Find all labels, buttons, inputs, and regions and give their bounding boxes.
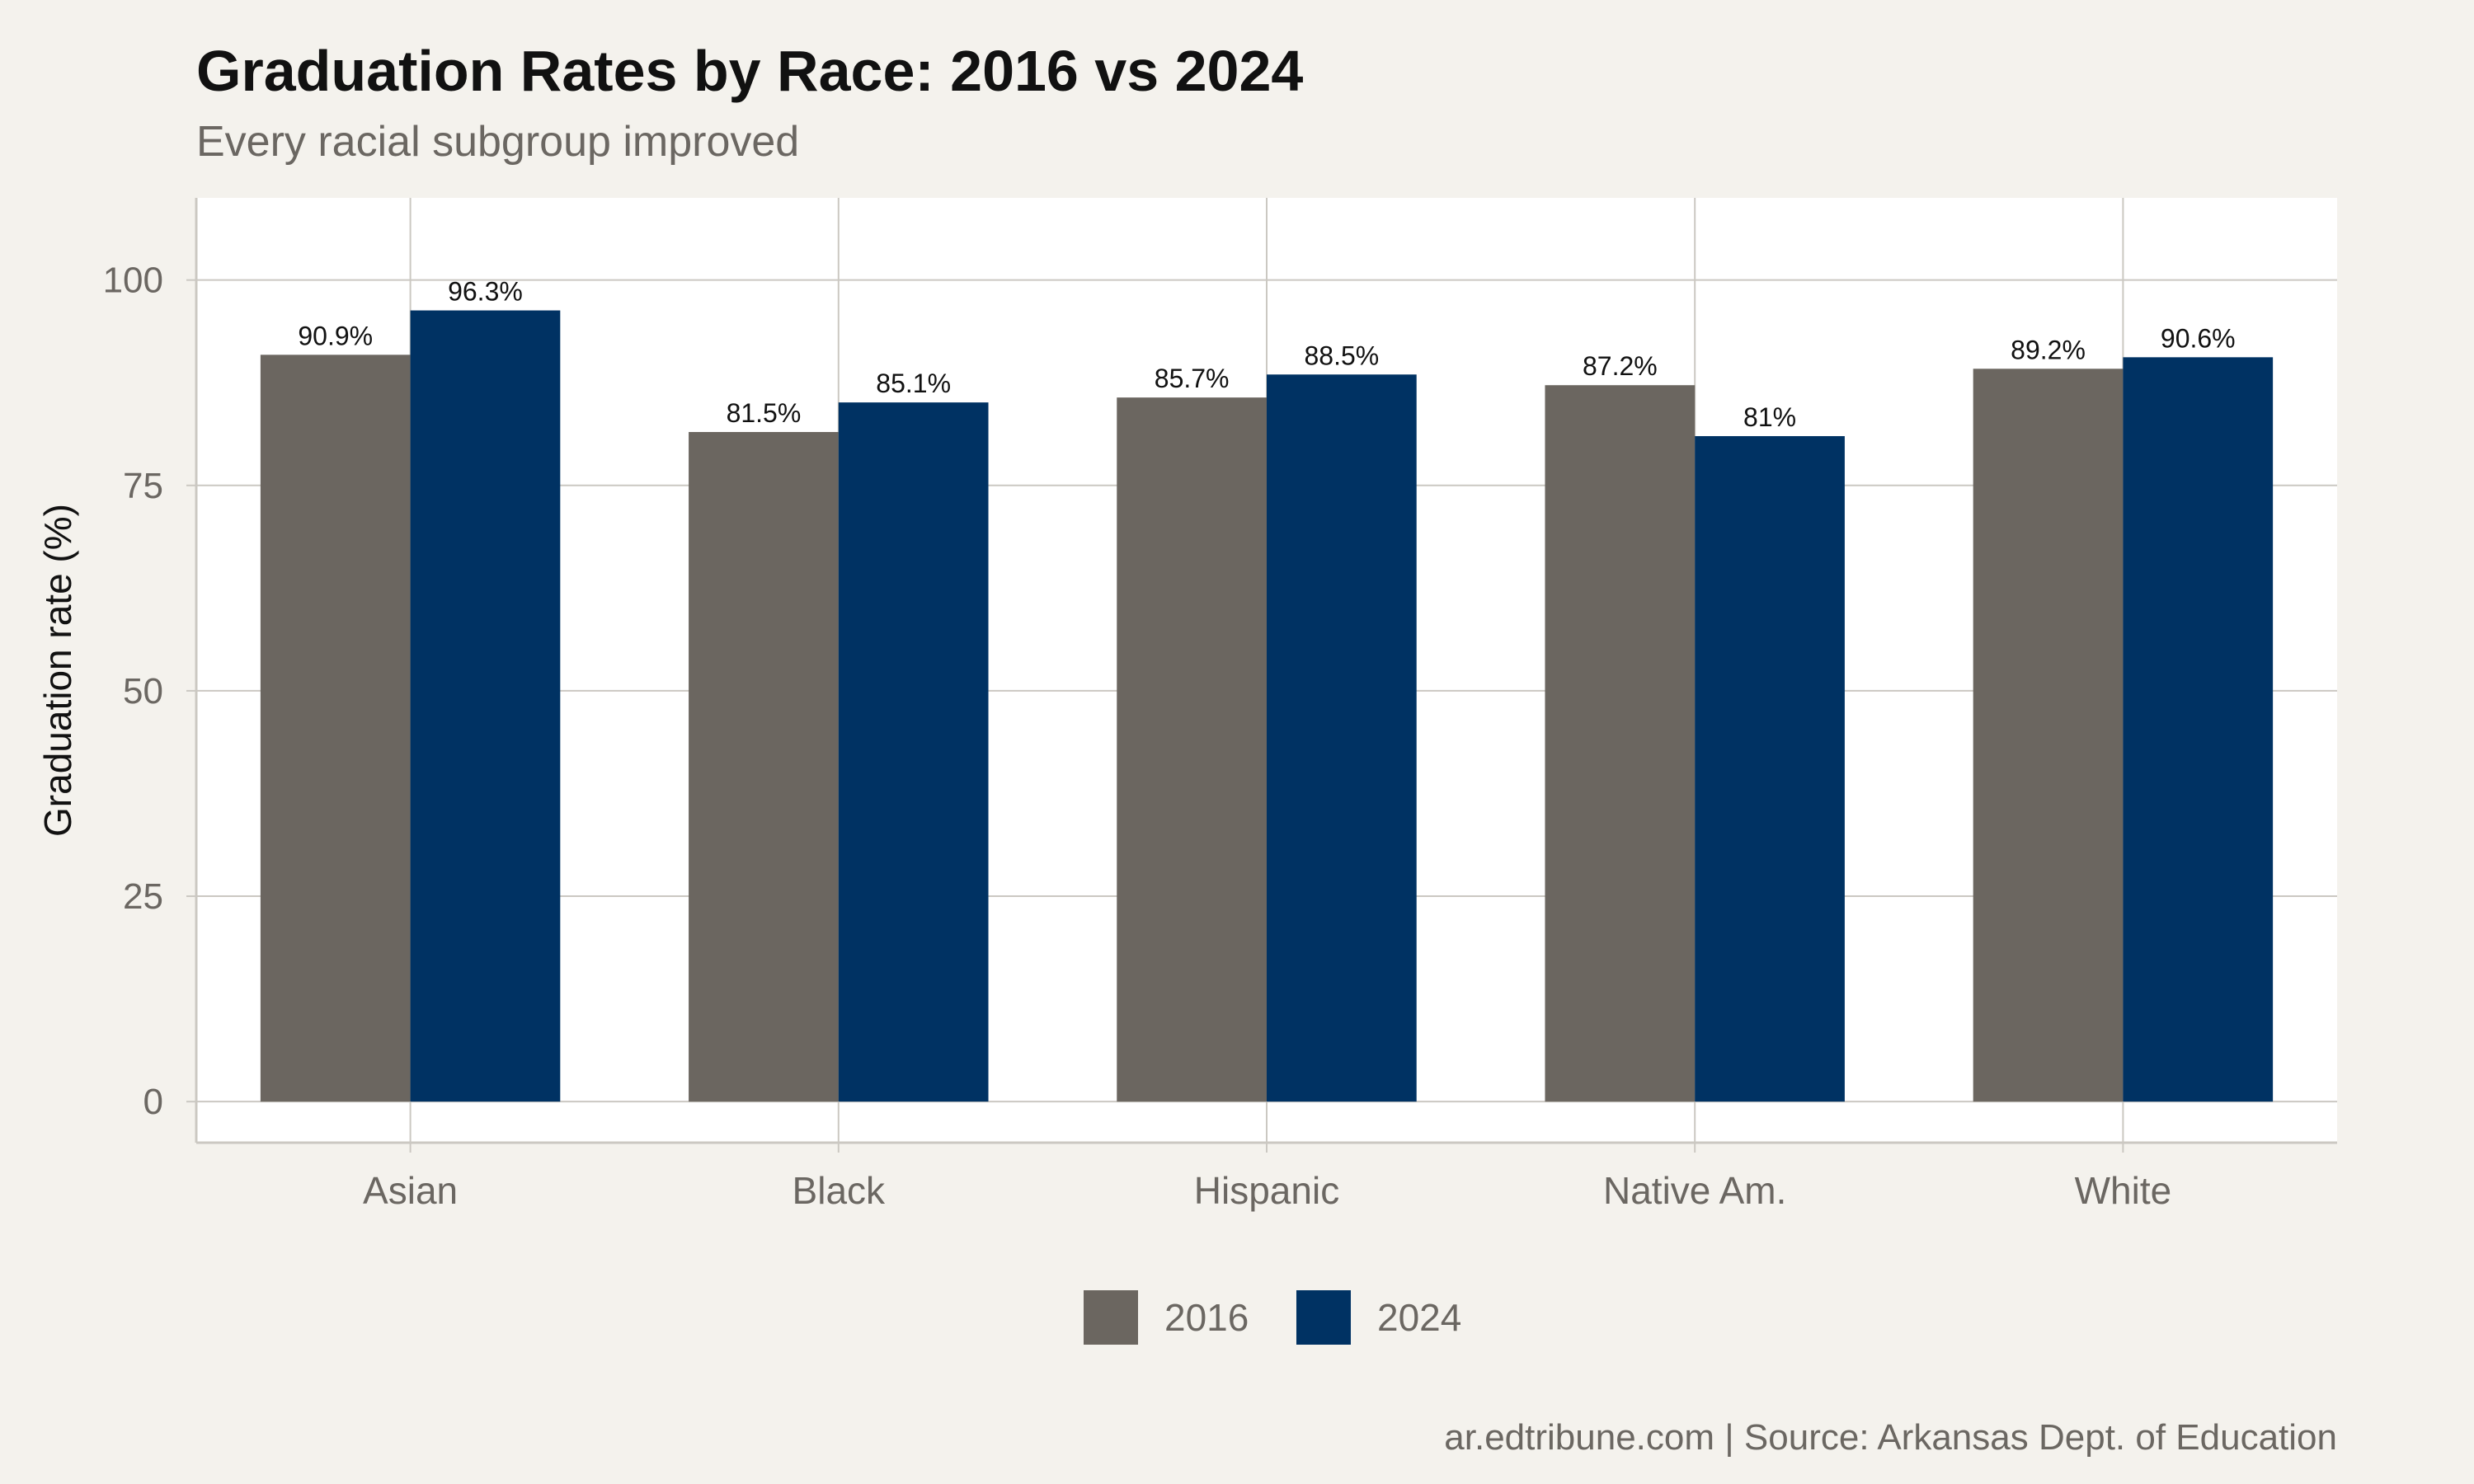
bar-2024	[1695, 435, 1845, 1102]
legend-label: 2024	[1377, 1296, 1461, 1339]
x-tick-label: Native Am.	[1603, 1169, 1786, 1212]
data-label: 85.1%	[876, 369, 951, 398]
legend-label: 2016	[1164, 1296, 1249, 1339]
bar-2016	[1117, 397, 1267, 1102]
data-label: 81%	[1743, 402, 1796, 432]
data-label: 87.2%	[1583, 351, 1658, 381]
y-tick-label: 100	[103, 261, 163, 301]
chart-title: Graduation Rates by Race: 2016 vs 2024	[196, 39, 1303, 103]
x-tick-label: White	[2075, 1169, 2172, 1212]
y-tick-label: 50	[123, 671, 163, 711]
x-tick-label: Black	[793, 1169, 886, 1212]
y-tick-label: 75	[123, 466, 163, 506]
x-tick-label: Asian	[363, 1169, 458, 1212]
bar-2016	[689, 432, 839, 1102]
chart-subtitle: Every racial subgroup improved	[196, 118, 799, 166]
data-label: 90.9%	[298, 321, 373, 350]
bar-2024	[2123, 357, 2274, 1102]
data-label: 89.2%	[2011, 335, 2086, 364]
bar-2024	[1267, 374, 1417, 1102]
bar-2016	[1973, 369, 2124, 1102]
bars	[260, 310, 2274, 1102]
legend-swatch-2016	[1084, 1290, 1138, 1345]
y-tick-label: 0	[143, 1082, 163, 1122]
data-label: 88.5%	[1304, 340, 1379, 370]
legend: 2016 2024	[1084, 1290, 1461, 1345]
data-label: 90.6%	[2161, 323, 2236, 353]
y-axis-title: Graduation rate (%)	[36, 504, 79, 837]
bar-2016	[1545, 385, 1696, 1102]
x-tick-label: Hispanic	[1194, 1169, 1339, 1212]
chart-caption: ar.edtribune.com | Source: Arkansas Dept…	[1444, 1417, 2337, 1458]
data-label: 85.7%	[1155, 364, 1230, 393]
bar-2024	[410, 310, 561, 1102]
y-tick-label: 25	[123, 876, 163, 917]
data-labels: 90.9% 81.5% 85.7% 87.2% 89.2% 96.3% 85.1% 88.5%…	[298, 277, 2235, 432]
data-label: 81.5%	[727, 398, 802, 428]
bar-2016	[260, 355, 411, 1102]
axes: 0 25 50 75 100 Asian Black Hispanic Native Am. Wh…	[103, 198, 2337, 1212]
legend-swatch-2024	[1296, 1290, 1351, 1345]
bar-2024	[838, 402, 989, 1102]
data-label: 96.3%	[448, 277, 523, 307]
